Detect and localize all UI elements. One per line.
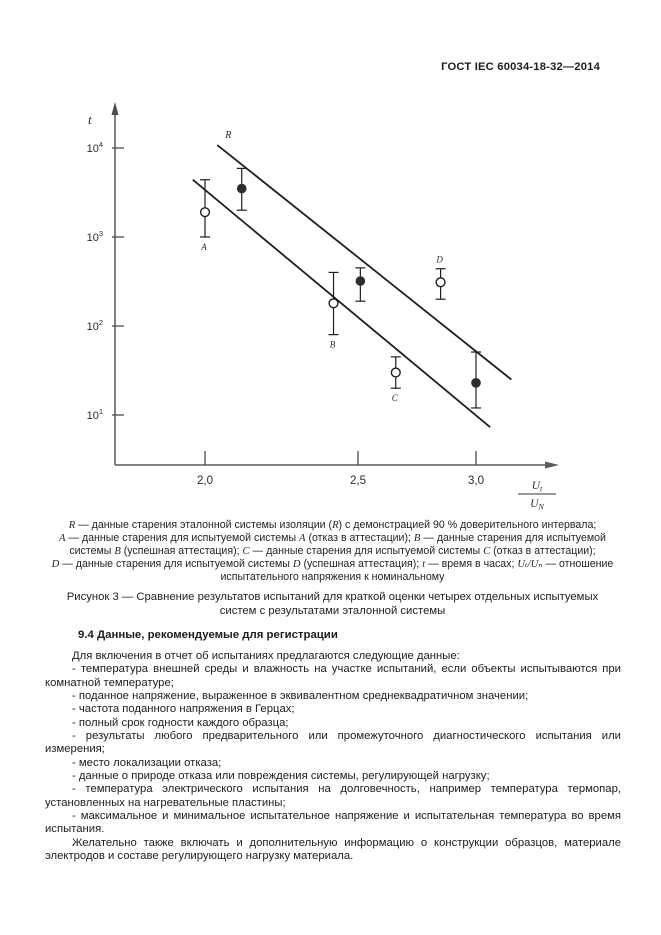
data-point-system-D: [435, 277, 446, 288]
data-point-reference-point-2: [355, 276, 366, 286]
page-header: ГОСТ IEC 60034-18-32—2014: [441, 61, 600, 73]
y-tick-label: 102: [87, 318, 103, 333]
figure-caption-line1: Рисунок 3 — Сравнение результатов испыта…: [66, 591, 599, 603]
lower-confidence-line: [192, 179, 491, 428]
x-tick-label: 3,0: [468, 475, 484, 487]
body-paragraph: - поданное напряжение, выраженное в экви…: [72, 690, 529, 703]
body-paragraph: - максимальное и минимальное испытательн…: [45, 810, 621, 836]
point-label-B: B: [330, 340, 336, 350]
body-paragraph: - данные о природе отказа или повреждени…: [72, 770, 490, 783]
point-label-D: D: [435, 255, 443, 265]
legend-line: системы B (успешная аттестация); C — дан…: [69, 545, 596, 558]
body-text: Для включения в отчет об испытаниях пред…: [45, 650, 621, 864]
reference-line-R: [216, 144, 512, 381]
body-paragraph: - частота поданного напряжения в Герцах;: [72, 703, 295, 716]
data-point-reference-point-3: [471, 378, 481, 388]
data-point-system-A: [199, 207, 211, 218]
body-paragraph: - температура электрического испытания н…: [45, 783, 621, 809]
legend-line: D — данные старения для испытуемой систе…: [51, 558, 614, 571]
data-point-system-B: [328, 298, 339, 309]
line-label-R: R: [224, 130, 231, 141]
body-paragraph: - место локализации отказа;: [72, 756, 222, 769]
x-axis-arrow: [545, 461, 559, 469]
y-tick-label: 103: [87, 229, 103, 244]
y-axis-title: t: [88, 112, 92, 127]
data-point-system-C: [390, 367, 401, 378]
figure-caption: Рисунок 3 — Сравнение результатов испыта…: [45, 591, 620, 618]
y-axis-arrow: [111, 102, 119, 115]
point-label-A: A: [200, 242, 207, 252]
y-tick-label: 101: [87, 407, 103, 422]
figure-caption-line2: систем с результатами эталонной системы: [219, 604, 446, 617]
aging-test-plot: R A B C D 104 103 102 101 2,0 2,5 3,0 t Ut UN: [87, 102, 559, 512]
body-paragraph: Для включения в отчет об испытаниях пред…: [72, 650, 460, 662]
body-paragraph: - результаты любого предварительного или…: [45, 730, 621, 756]
point-label-C: C: [392, 393, 399, 403]
legend-line: A — данные старения для испытуемой систе…: [59, 532, 606, 545]
legend-line: R — данные старения эталонной системы из…: [68, 519, 597, 531]
data-point-reference-point-1: [236, 183, 247, 194]
legend-line: испытательного напряжения к номинальному: [220, 571, 445, 584]
figure-3-chart: R A B C D 104 103 102 101 2,0 2,5 3,0 t Ut UN: [55, 100, 567, 520]
body-paragraph: Желательно также включать и дополнительн…: [45, 836, 621, 863]
x-axis-title-denominator: UN: [530, 498, 544, 512]
section-heading: 9.4 Данные, рекомендуемые для регистраци…: [78, 629, 338, 641]
body-paragraph: - полный срок годности каждого образца;: [72, 716, 289, 729]
figure-legend: R — данные старения эталонной системы из…: [45, 519, 620, 584]
x-tick-label: 2,5: [350, 475, 366, 487]
x-axis-title-numerator: Ut: [532, 480, 543, 494]
body-paragraph: - температура внешней среды и влажность …: [45, 663, 621, 689]
y-tick-label: 104: [87, 140, 103, 155]
x-tick-label: 2,0: [197, 475, 213, 487]
